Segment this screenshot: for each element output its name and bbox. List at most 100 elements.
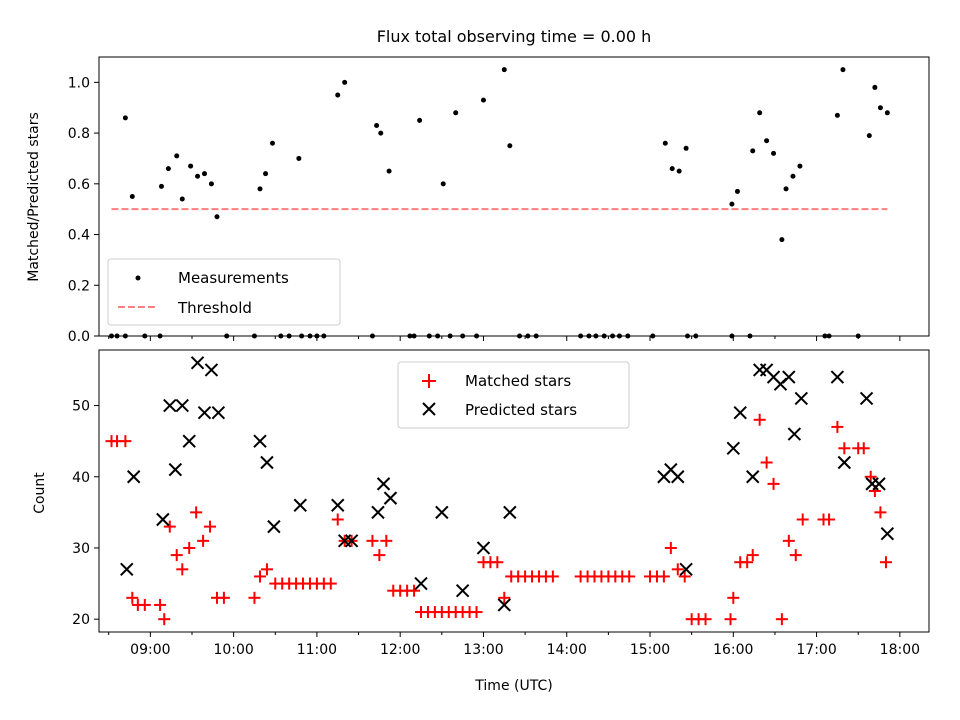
- measurement-point: [593, 333, 599, 339]
- measurement-point: [195, 173, 201, 179]
- predicted-star-point: [383, 491, 398, 505]
- matched-star-point: [753, 413, 766, 426]
- predicted-star-point: [503, 505, 517, 520]
- predicted-star-point: [476, 541, 491, 555]
- count-x-tick-label: 13:00: [463, 642, 503, 658]
- count-x-axis: 09:00 10:00 11:00 12:00 13:00 14:00 15:00 16:00…: [108, 632, 920, 658]
- measurement-point: [734, 188, 740, 194]
- measurement-point: [797, 163, 803, 169]
- matched-star-point: [498, 591, 511, 604]
- measurement-point: [435, 333, 441, 339]
- measurement-point: [783, 186, 789, 192]
- count-legend-box: [397, 361, 630, 429]
- matched-legend-label: Matched stars: [465, 372, 571, 390]
- count-y-tick-label: 40: [72, 470, 90, 486]
- predicted-star-point: [163, 398, 177, 413]
- count-x-tick-label: 16:00: [713, 642, 753, 658]
- predicted-star-point: [175, 398, 189, 413]
- measurement-point: [417, 117, 423, 123]
- measurement-point: [179, 196, 185, 202]
- predicted-star-point: [679, 562, 693, 577]
- measurements-legend-marker: [135, 275, 141, 281]
- predicted-star-point: [168, 462, 183, 477]
- measurement-point: [507, 143, 513, 149]
- matched-star-point: [664, 541, 677, 554]
- measurement-point: [779, 237, 785, 243]
- predicted-star-point: [260, 455, 274, 470]
- threshold-legend-label: Threshold: [177, 299, 252, 317]
- predicted-star-point: [182, 434, 196, 448]
- measurement-point: [214, 214, 220, 220]
- measurement-point: [877, 105, 883, 111]
- predicted-star-point: [267, 519, 281, 534]
- count-panel: 20 30 40 50 09:00 10:00 11:00 12:00 13:00 14:00 1…: [32, 349, 930, 694]
- matched-star-point: [183, 541, 196, 554]
- measurement-point: [480, 97, 486, 103]
- measurement-point: [840, 67, 846, 73]
- measurement-point: [411, 333, 417, 339]
- ratio-y-tick-label: 0.6: [68, 177, 90, 193]
- predicted-star-point: [752, 363, 767, 377]
- measurement-point: [157, 333, 163, 339]
- ratio-legend: Measurements Threshold: [107, 258, 341, 326]
- matched-star-point: [197, 534, 210, 547]
- measurement-point: [342, 79, 348, 85]
- measurement-point: [286, 333, 292, 339]
- matched-star-point: [248, 591, 261, 604]
- measurement-point: [129, 194, 135, 199]
- matched-star-point: [260, 563, 273, 576]
- measurement-point: [872, 84, 878, 90]
- predicted-star-point: [746, 470, 760, 484]
- measurement-point: [386, 168, 392, 174]
- measurement-point: [374, 122, 380, 128]
- count-x-tick-label: 15:00: [630, 642, 670, 658]
- matched-star-point: [324, 577, 337, 590]
- measurement-point: [625, 333, 631, 339]
- count-y-axis-label: Count: [32, 472, 48, 514]
- count-x-tick-label: 12:00: [380, 642, 420, 658]
- matched-star-point: [176, 563, 189, 576]
- predicted-star-point: [293, 498, 307, 512]
- count-y-tick-label: 20: [72, 612, 90, 628]
- measurement-point: [321, 333, 327, 339]
- measurement-point: [165, 166, 171, 172]
- matched-star-point: [154, 598, 167, 611]
- matched-star-point: [678, 570, 691, 583]
- measurement-point: [460, 333, 466, 339]
- matched-star-point: [408, 584, 421, 597]
- ratio-panel: 0.0 0.2 0.4 0.6 0.8 1.0 Matched/Predicted sta…: [26, 56, 930, 345]
- measurement-point: [669, 166, 675, 172]
- predicted-star-point: [376, 477, 391, 491]
- predicted-star-point: [120, 562, 134, 577]
- ratio-y-axis-label: Matched/Predicted stars: [26, 112, 42, 282]
- predicted-star-point: [435, 505, 449, 520]
- matched-star-point: [470, 606, 483, 619]
- measurement-point: [729, 333, 735, 339]
- matched-star-point: [823, 513, 836, 526]
- matched-star-point: [782, 534, 795, 547]
- predicted-star-point: [830, 370, 845, 384]
- predicted-star-point: [880, 527, 895, 541]
- measurement-point: [278, 333, 284, 339]
- matched-star-point: [254, 570, 267, 583]
- predicted-star-point: [782, 370, 796, 384]
- measurement-point: [335, 92, 341, 98]
- measurement-point: [251, 333, 257, 339]
- measurement-point: [501, 67, 507, 73]
- count-plot-area: [105, 356, 895, 626]
- predicted-star-point: [197, 405, 212, 420]
- measurement-point: [790, 173, 796, 179]
- matched-star-point: [380, 534, 393, 547]
- predicted-star-point: [253, 434, 267, 448]
- measurement-point: [378, 130, 384, 136]
- predicted-star-point: [497, 598, 511, 612]
- ratio-y-tick-label: 0.2: [68, 278, 90, 294]
- measurement-point: [188, 163, 194, 169]
- matched-star-point: [126, 591, 139, 604]
- matched-star-point: [864, 470, 877, 483]
- measurement-point: [747, 333, 753, 339]
- measurement-point: [201, 171, 207, 177]
- matched-star-point: [366, 534, 379, 547]
- measurement-point: [122, 115, 128, 121]
- count-y-tick-label: 30: [72, 541, 90, 557]
